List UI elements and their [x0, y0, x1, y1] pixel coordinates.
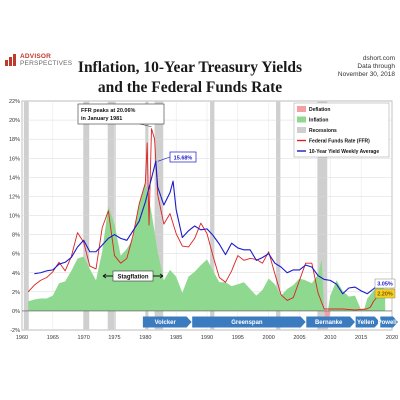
era-label-greenspan: Greenspan	[231, 320, 263, 326]
x-tick-label-4: 1980	[139, 335, 151, 341]
y-tick-label-7: 12%	[9, 194, 20, 200]
y-tick-label-3: 4%	[12, 271, 20, 277]
legend-label-3: Federal Funds Rate (FFR)	[309, 139, 370, 145]
y-tick-label-6: 10%	[9, 214, 20, 220]
era-label-bernanke: Bernanke	[315, 320, 343, 326]
x-tick-label-12: 2020	[386, 335, 398, 341]
title-line1: Inflation, 10-Year Treasury Yields	[77, 59, 303, 76]
ffr-peak-text-1: FFR peaks at 20.06%	[81, 108, 136, 114]
y-tick-label-9: 16%	[9, 156, 20, 162]
stagflation-arrow-left	[102, 273, 113, 279]
y-tick-label-5: 8%	[12, 233, 20, 239]
legend-label-2: Recessions	[309, 128, 337, 134]
era-arrow-bernanke	[306, 316, 355, 328]
legend-box	[293, 102, 390, 158]
logo-text: ADVISOR PERSPECTIVES	[20, 53, 72, 67]
ffr-peak-callout-box	[77, 103, 165, 125]
era-label-powell: Powell	[378, 320, 397, 326]
x-tick-label-1: 1965	[47, 335, 59, 341]
x-tick-label-5: 1985	[170, 335, 182, 341]
advisor-perspectives-logo	[5, 53, 19, 71]
era-label-volcker: Volcker	[155, 320, 177, 326]
y-tick-label-4: 6%	[12, 252, 20, 258]
legend-label-4: 10-Year Yield Weekly Average	[309, 149, 379, 155]
yield-10y-line	[34, 160, 386, 295]
logo-line1: ADVISOR	[20, 53, 52, 60]
era-arrow-powell	[380, 316, 398, 328]
y-tick-label-10: 18%	[9, 137, 20, 143]
source-line1: dshort.com	[362, 55, 395, 62]
x-tick-label-11: 2015	[355, 335, 367, 341]
y-tick-label-12: 22%	[9, 99, 20, 105]
x-tick-label-6: 1990	[201, 335, 213, 341]
yield-peak-label: 15.68%	[174, 156, 193, 162]
stagflation-arrow-right	[153, 273, 164, 279]
era-arrow-volcker	[142, 316, 192, 328]
y-tick-label-2: 2%	[12, 290, 20, 296]
stagflation-label: Stagflation	[118, 275, 149, 281]
legend-label-0: Deflation	[309, 107, 330, 113]
y-tick-label-1: 0%	[12, 309, 20, 315]
source-line3: November 30, 2018	[337, 71, 395, 78]
title-line2: and the Federal Funds Rate	[97, 79, 283, 96]
latest-yield-box	[374, 278, 396, 289]
ffr-peak-text-2: in January 1981	[81, 116, 122, 122]
y-tick-label-8: 14%	[9, 175, 20, 181]
x-tick-label-8: 2000	[263, 335, 275, 341]
latest-inflation-box	[374, 288, 396, 299]
x-tick-label-9: 2005	[293, 335, 305, 341]
legend-swatch-0	[297, 106, 306, 112]
x-tick-label-3: 1975	[108, 335, 120, 341]
legend-swatch-1	[297, 116, 306, 123]
era-label-yellen: Yellen	[357, 320, 375, 326]
latest-inflation-label: 2.20%	[377, 292, 393, 298]
x-tick-label-10: 2010	[324, 335, 336, 341]
yield-peak-pointer	[157, 156, 171, 162]
era-arrow-greenspan	[192, 316, 306, 328]
legend-label-1: Inflation	[309, 118, 328, 124]
x-tick-label-0: 1960	[16, 335, 28, 341]
x-tick-label-7: 1995	[232, 335, 244, 341]
era-arrow-yellen	[355, 316, 380, 328]
source-line2: Data through	[357, 63, 395, 70]
x-tick-label-2: 1970	[78, 335, 90, 341]
source-info: dshort.com Data through November 30, 201…	[338, 55, 395, 79]
logo-line2: PERSPECTIVES	[20, 60, 73, 67]
chart-title: Inflation, 10-Year Treasury Yields and t…	[60, 58, 320, 98]
y-tick-label-11: 20%	[9, 118, 20, 124]
ffr-peak-pointer	[139, 123, 152, 128]
y-tick-label-0: -2%	[10, 328, 20, 334]
legend-swatch-2	[297, 127, 306, 133]
latest-yield-label: 3.05%	[377, 282, 393, 288]
